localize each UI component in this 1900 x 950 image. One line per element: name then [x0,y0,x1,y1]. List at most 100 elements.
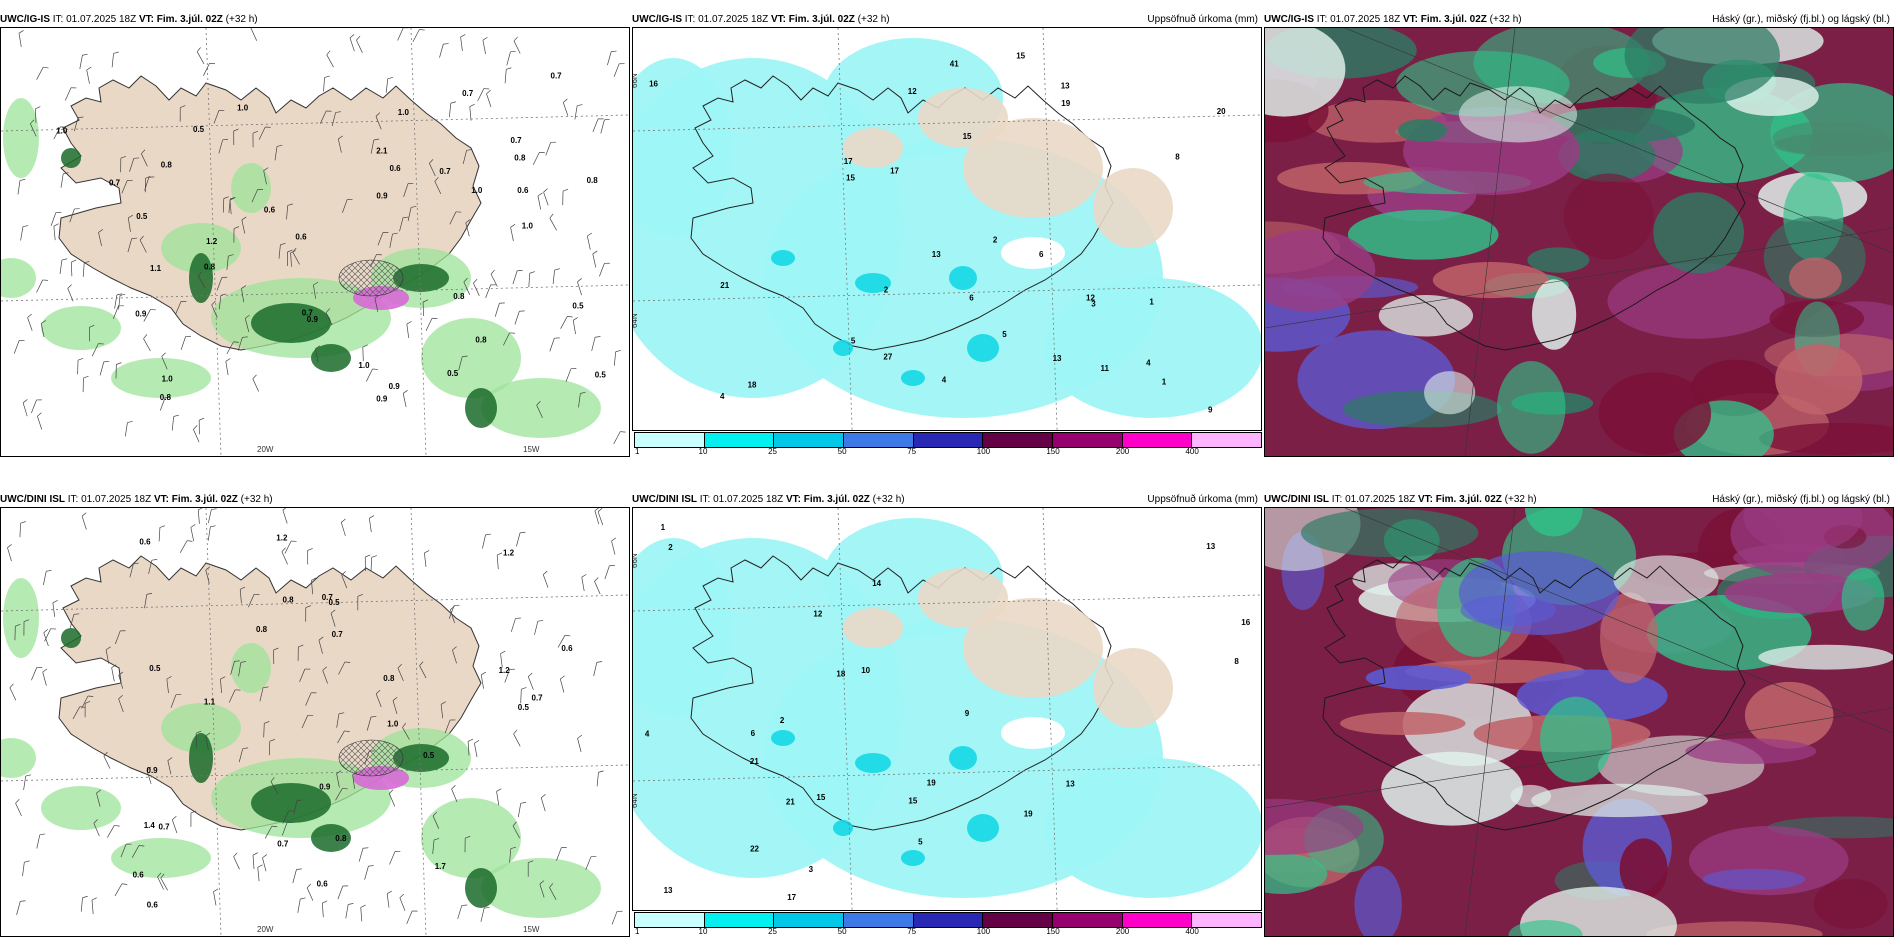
accum-value-label: 17 [844,157,853,166]
wind-barb [389,232,398,248]
wind-barb [557,634,571,648]
map-frame[interactable] [1264,507,1894,937]
barb-flag [42,279,49,281]
light-precip-area [3,578,39,658]
wind-barb [114,630,126,645]
barb-flag [347,199,353,200]
barb-staff [613,63,620,77]
precip-value-label: 0.7 [109,178,121,187]
barb-staff [171,819,178,834]
precip-legend: 1 10 25 50 75 100 150 200 400 [632,910,1262,936]
barb-flag [287,821,293,823]
barb-flag [103,751,108,757]
precip-value-label: 0.8 [161,161,173,170]
wind-barb [477,88,490,102]
barb-flag [510,224,516,228]
barb-staff [230,661,235,675]
barb-flag [96,789,101,794]
barb-flag [87,695,94,697]
barb-flag [160,873,165,879]
barb-flag [564,634,571,637]
barb-staff [226,341,234,355]
barb-staff [103,755,111,769]
map-frame[interactable]: 2 1 4 13 16 19 14 15 13 13 21 9 17 21 19 18 15 22 12 10 8 5 3 2… [632,507,1262,911]
barb-staff [319,110,327,124]
meridian-line [410,508,427,936]
wind-barb [111,51,119,68]
wind-barb [175,301,187,315]
barb-flag [233,226,240,229]
cloud-layer [1600,592,1659,684]
barb-staff [424,552,427,567]
barb-staff [543,192,549,206]
accum-value-label: 20 [1217,107,1226,116]
precip-value-label: 0.5 [423,751,435,760]
barb-flag [604,118,610,121]
wind-barb [230,660,240,675]
barb-flag [403,28,409,29]
wind-barb [228,689,241,703]
wind-barb [139,235,147,253]
wind-barb [494,302,505,317]
barb-staff [425,318,433,332]
barb-staff [403,183,409,198]
wind-barb [218,138,229,154]
map-frame[interactable]: 0.5 0.7 1.2 1.4 1.2 0.6 0.8 0.5 0.6 0.7 0.7 0.5 0.8 0… [0,507,630,937]
barb-flag [394,851,401,853]
legend-tick-label: 200 [1115,927,1130,936]
barb-staff [86,69,90,84]
barb-staff [596,772,599,787]
precip-area [1043,278,1261,418]
barb-flag [402,216,409,219]
barb-staff [42,672,47,686]
wind-barb [578,391,586,408]
panel-title: Háský (gr.), miðský (fj.bl.) og lágský (… [1712,14,1890,25]
wind-barb [262,854,268,872]
barb-flag [133,157,140,159]
map-frame[interactable]: 1.0 0.7 1.0 1.1 0.9 0.7 0.6 0.8 0.7 0.9 0.5 0.7 0.8 0… [0,27,630,457]
barb-flag [383,231,389,233]
wind-barb [124,420,133,437]
panel-header: UWC/DINI ISL IT: 01.07.2025 18Z VT: Fim.… [632,494,1258,505]
barb-staff [70,262,73,277]
map-frame[interactable] [1264,27,1894,457]
wind-barb [585,856,597,870]
wind-barb [474,740,480,758]
barb-staff [534,621,539,635]
wind-barb [449,211,462,225]
wind-barb [520,687,527,704]
legend-tick-label: 100 [976,447,991,456]
wind-barb [337,730,350,744]
barb-staff [375,116,382,130]
wind-barb [407,206,417,222]
barb-staff [611,540,616,555]
barb-staff [290,252,292,267]
panel-header: UWC/DINI ISL IT: 01.07.2025 18Z VT: Fim.… [1264,494,1890,505]
barb-flag [252,852,258,856]
wind-barb [299,668,311,683]
barb-staff [53,126,61,140]
border-line [1265,227,1893,329]
precip-value-label: 1.0 [237,103,249,112]
barb-flag [166,676,172,680]
precip-value-label: 0.7 [277,840,289,849]
map-frame[interactable]: 4 1 2 6 12 15 4 13 11 5 9 15 27 41 13 17 12 21 13 20 16 18 4 6 3… [632,27,1262,431]
wind-barb [53,223,59,241]
barb-flag [619,63,625,65]
barb-staff [281,822,288,836]
barb-flag [242,747,249,749]
barb-staff [458,356,463,371]
cloud-layer [1347,209,1499,260]
legend-color-bar [634,432,1262,448]
barb-flag [462,355,468,357]
barb-flag [365,554,371,558]
dry-land-area [918,88,1008,148]
wind-barb [552,268,560,285]
accum-value-label: 12 [1086,293,1095,302]
init-time: 01.07.2025 18Z [1330,14,1401,25]
barb-staff [196,51,205,65]
panel-clouds-ig: UWC/IG-IS IT: 01.07.2025 18Z VT: Fim. 3.… [1264,12,1894,457]
meridian-line [837,28,853,430]
wind-barb [451,784,458,803]
barb-staff [252,855,255,870]
